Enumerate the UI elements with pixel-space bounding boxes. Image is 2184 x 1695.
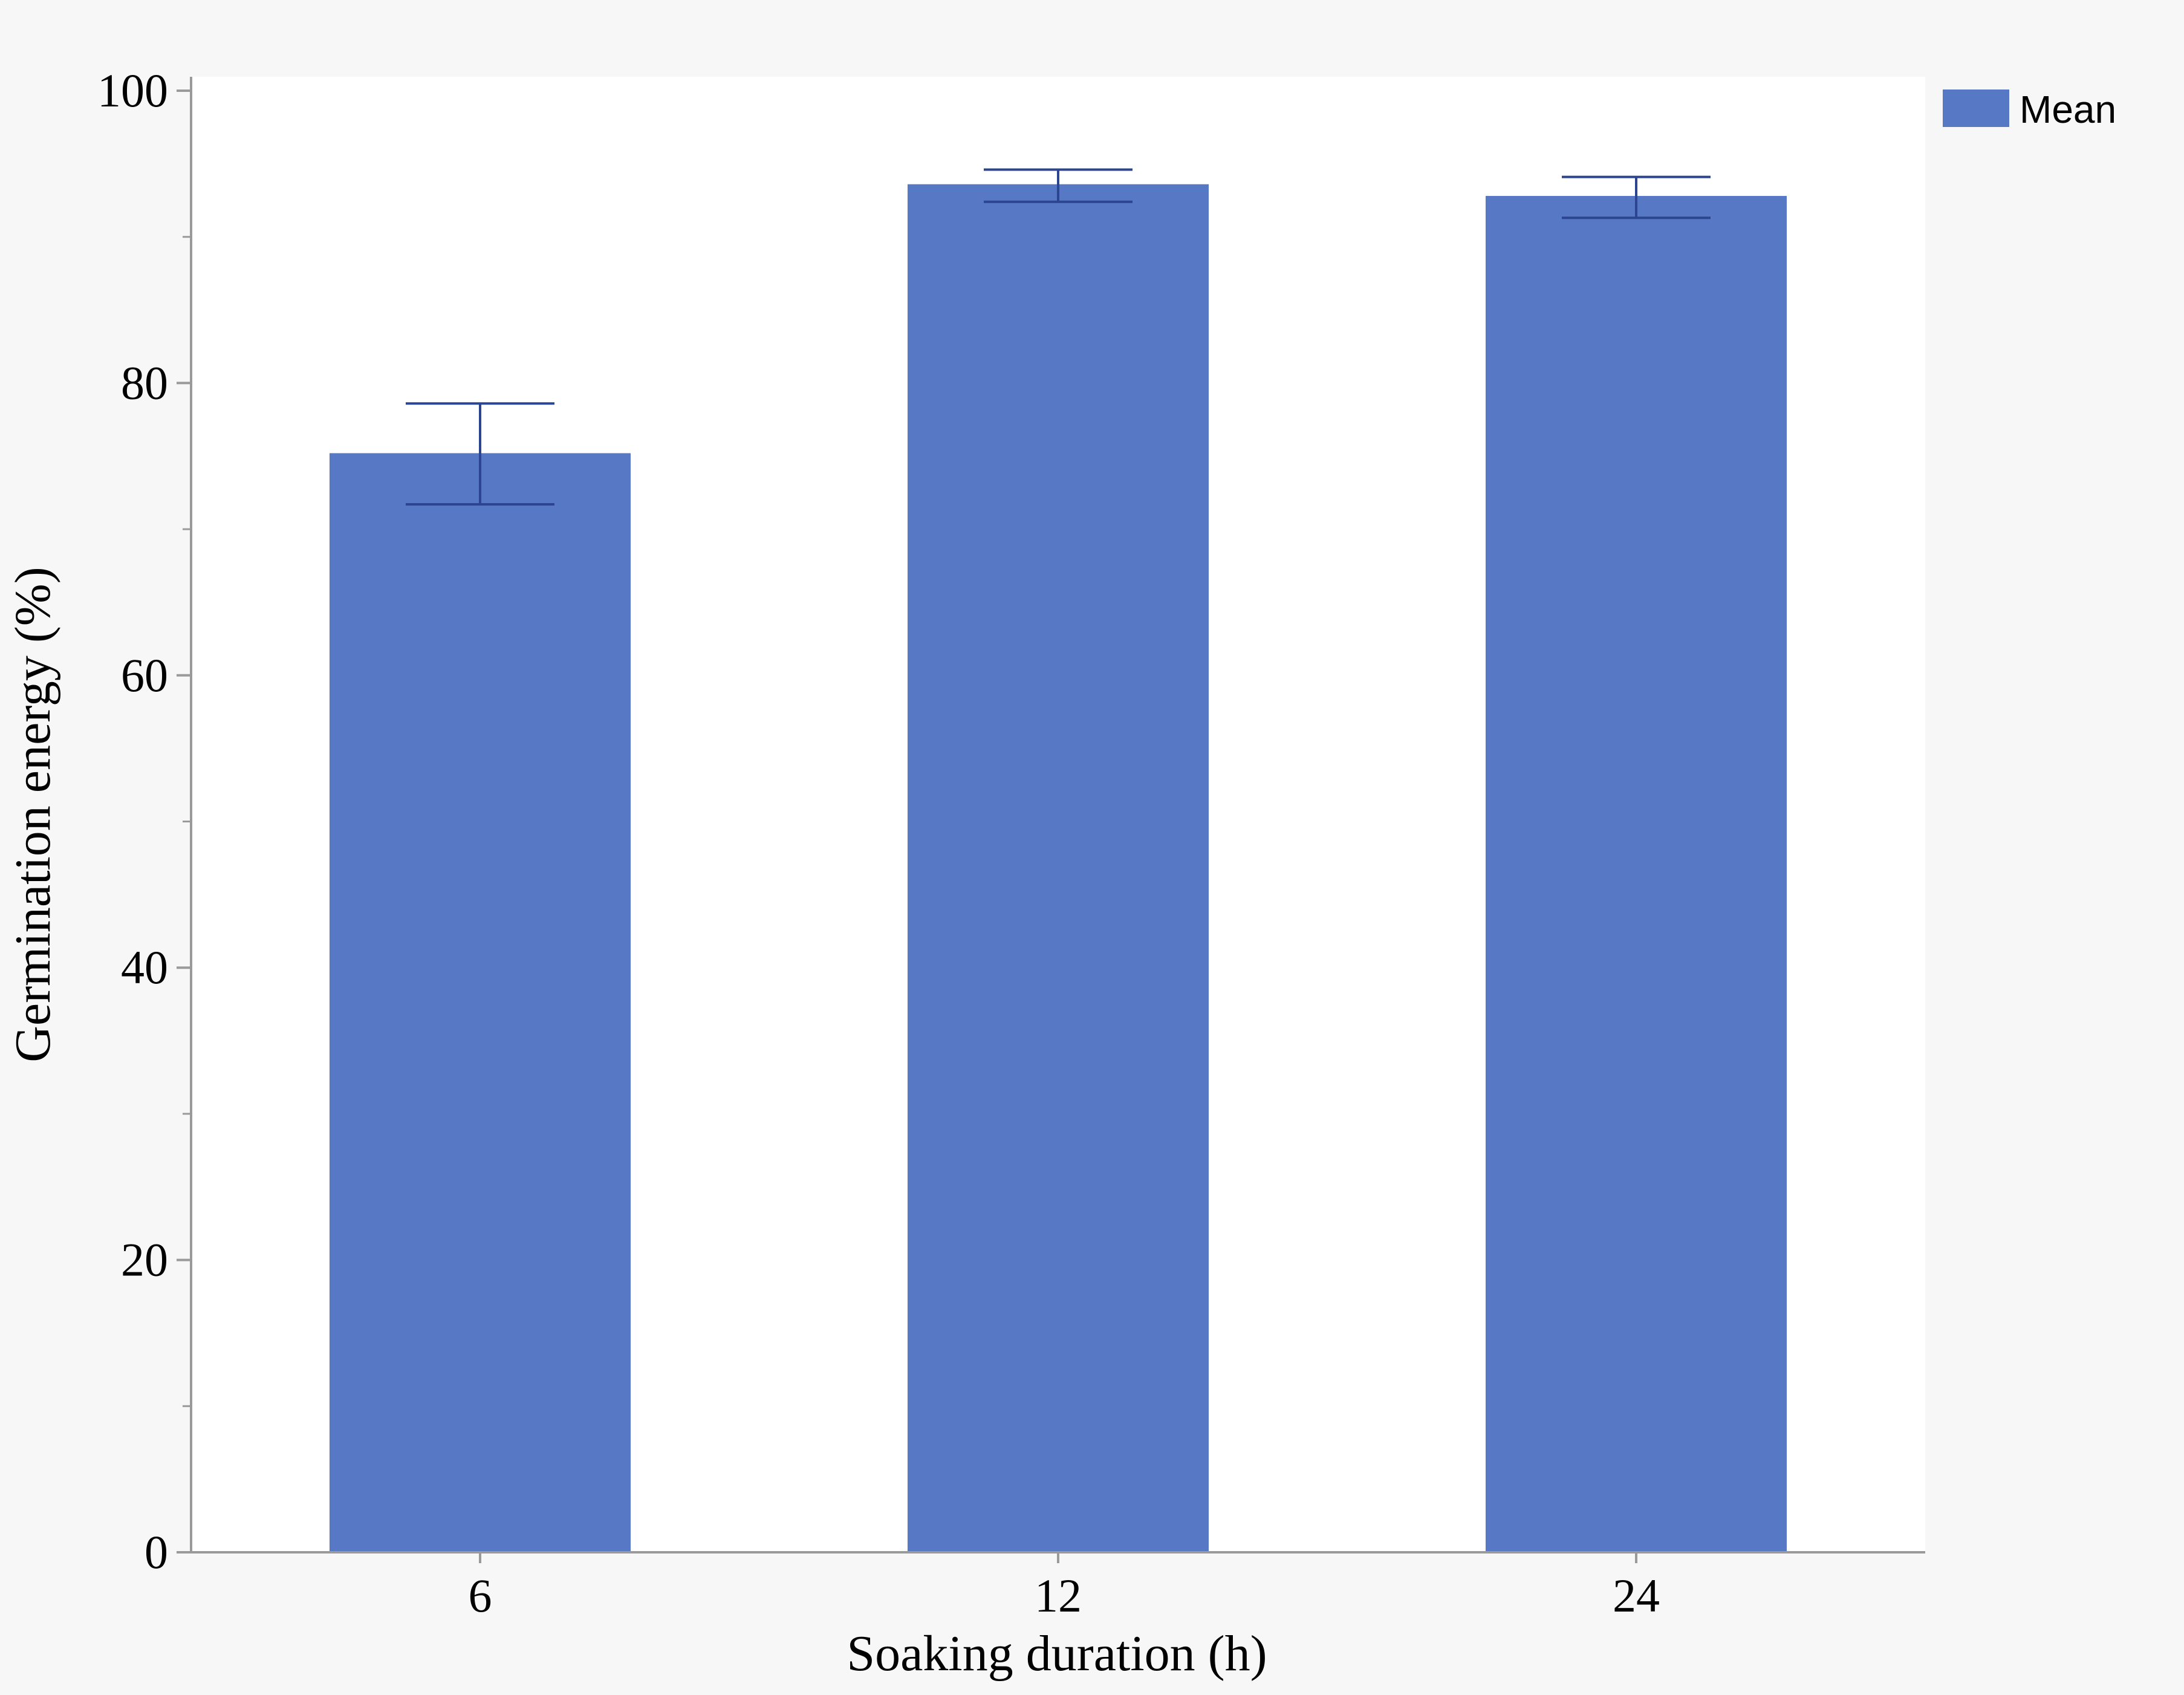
- bars: [330, 184, 1787, 1553]
- x-axis-title: Soaking duration (h): [847, 1625, 1267, 1682]
- legend-swatch: [1943, 89, 2009, 127]
- y-tick-label: 60: [121, 649, 168, 701]
- x-tick-label: 12: [1035, 1569, 1082, 1622]
- error-bars: [406, 168, 1711, 506]
- y-tick-label: 80: [121, 356, 168, 409]
- y-axis-title: Germination energy (%): [5, 567, 61, 1062]
- bar: [908, 184, 1209, 1552]
- bar: [330, 453, 631, 1552]
- x-axis-ticks: 6 12 24: [469, 1552, 1660, 1622]
- legend-label: Mean: [2020, 88, 2116, 131]
- y-tick-label: 100: [97, 64, 168, 117]
- y-tick-label: 0: [145, 1526, 168, 1578]
- legend: Mean: [1943, 88, 2116, 131]
- y-axis-ticks: 0 20 40 60 80 100: [97, 64, 191, 1578]
- bar: [1486, 196, 1787, 1553]
- x-tick-label: 24: [1613, 1569, 1660, 1622]
- y-tick-label: 40: [121, 941, 168, 994]
- x-tick-label: 6: [469, 1569, 492, 1622]
- y-tick-label: 20: [121, 1234, 168, 1286]
